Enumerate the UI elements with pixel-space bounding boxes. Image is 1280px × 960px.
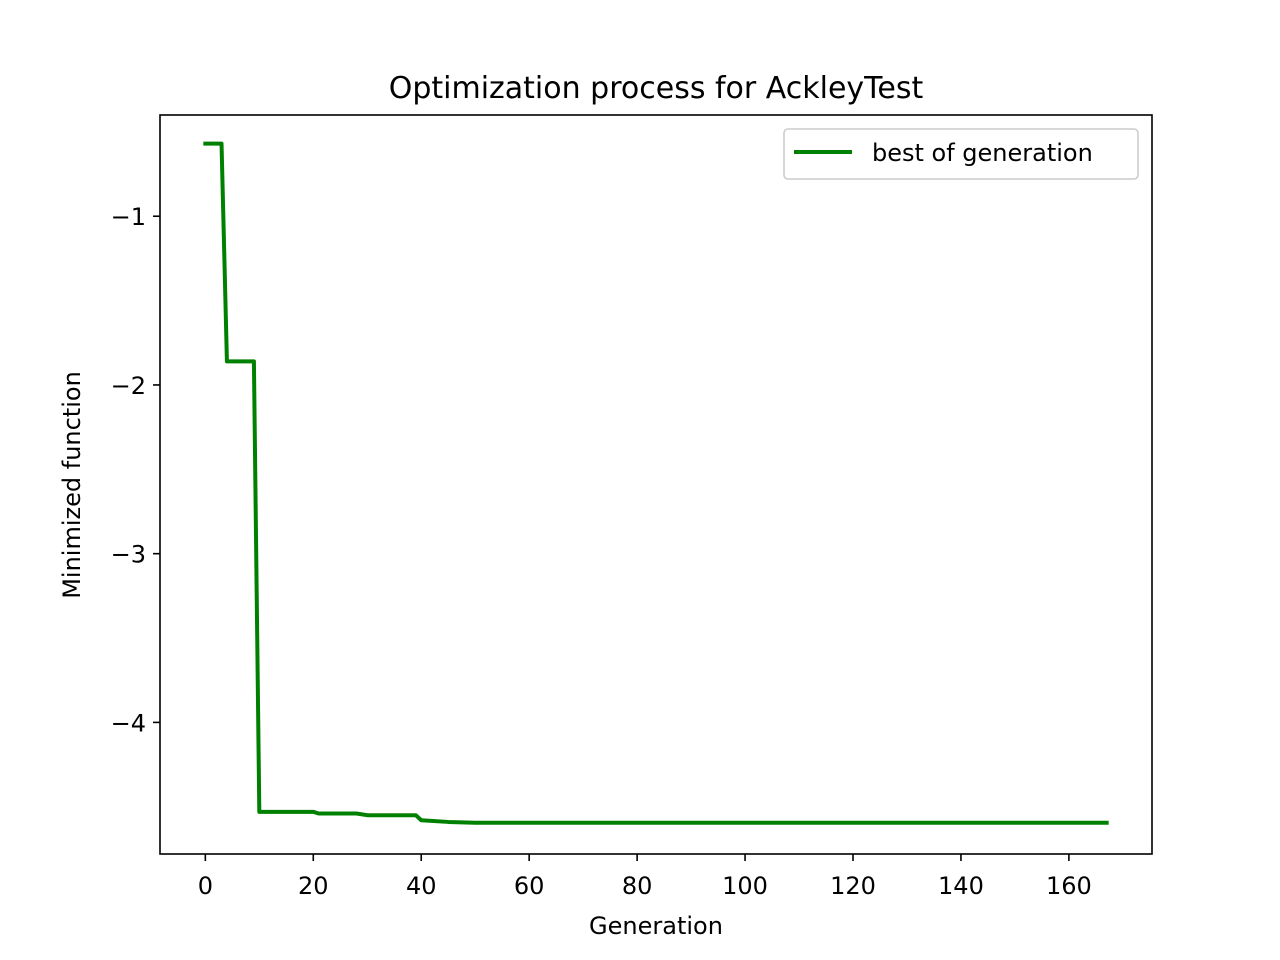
y-tick-label: −2 xyxy=(111,372,146,400)
x-tick-label: 140 xyxy=(938,872,984,900)
x-tick-label: 40 xyxy=(406,872,437,900)
legend-entry-best-of-generation: best of generation xyxy=(872,139,1093,167)
x-tick-label: 20 xyxy=(298,872,329,900)
y-tick-label: −1 xyxy=(111,203,146,231)
series-line-best-of-generation xyxy=(203,141,1109,825)
axes-frame xyxy=(159,114,1153,855)
y-tick-label: −4 xyxy=(111,709,146,737)
y-tick-label: −3 xyxy=(111,541,146,569)
x-tick-label: 60 xyxy=(514,872,545,900)
y-axis-label: Minimized function xyxy=(58,371,86,599)
x-axis-label: Generation xyxy=(589,912,723,940)
series-layer xyxy=(203,141,1109,825)
x-tick-label: 0 xyxy=(198,872,213,900)
x-tick-label: 120 xyxy=(830,872,876,900)
y-axis: −1 −2 −3 −4 xyxy=(111,203,160,737)
x-tick-label: 80 xyxy=(622,872,653,900)
x-tick-label: 160 xyxy=(1046,872,1092,900)
legend-box xyxy=(783,128,1139,180)
x-axis: 0 20 40 60 80 100 120 140 160 xyxy=(198,854,1092,900)
plot-area xyxy=(159,114,1153,855)
legend: best of generation xyxy=(783,128,1139,180)
x-tick-label: 100 xyxy=(722,872,768,900)
chart-title: Optimization process for AckleyTest xyxy=(389,71,924,106)
